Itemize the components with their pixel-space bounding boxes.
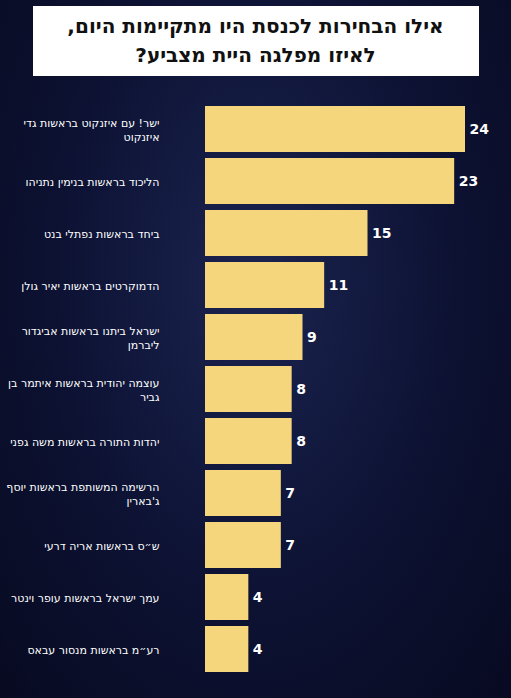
svg-text:ש״ס בראשות אריה דרעי: ש״ס בראשות אריה דרעי [44,540,159,553]
svg-text:ביחד בראשות נפתלי בנט: ביחד בראשות נפתלי בנט [44,228,160,241]
svg-text:הליכוד בראשות בנימין נתניהו: הליכוד בראשות בנימין נתניהו [26,176,160,189]
svg-text:4: 4 [253,641,263,657]
svg-text:הרשימה המשותפת בראשות יוסףג'בא: הרשימה המשותפת בראשות יוסףג'בארין [6,481,160,508]
svg-text:23: 23 [459,173,478,189]
svg-text:עוצמה יהודית בראשות איתמר בןגב: עוצמה יהודית בראשות איתמר בןגביר [8,377,160,404]
svg-text:8: 8 [296,433,306,449]
svg-text:ישר! עם איזנקוט בראשות גדיאיזנ: ישר! עם איזנקוט בראשות גדיאיזנקוט [24,117,160,144]
svg-text:7: 7 [285,485,295,501]
svg-text:7: 7 [285,537,295,553]
svg-text:יהדות התורה בראשות משה גפני: יהדות התורה בראשות משה גפני [10,436,159,449]
svg-text:24: 24 [470,121,490,137]
svg-text:15: 15 [372,225,391,241]
svg-text:רע״מ בראשות מנסור עבאס: רע״מ בראשות מנסור עבאס [27,644,159,657]
html-text:אילו הבחירות לכנסת היו מתקיימו: אילו הבחירות לכנסת היו מתקיימות היום, לא… [67,14,444,67]
svg-text:עמך ישראל בראשות עופר וינטר: עמך ישראל בראשות עופר וינטר [11,592,159,605]
svg-text:ישראל ביתנו בראשות אביגדורליבר: ישראל ביתנו בראשות אביגדורליברמן [22,325,160,352]
svg-text:הדמוקרטים בראשות יאיר גולן: הדמוקרטים בראשות יאיר גולן [21,280,159,293]
svg-text:9: 9 [307,329,317,345]
svg-text:11: 11 [329,277,348,293]
svg-text:8: 8 [296,381,306,397]
svg-text:4: 4 [253,589,263,605]
